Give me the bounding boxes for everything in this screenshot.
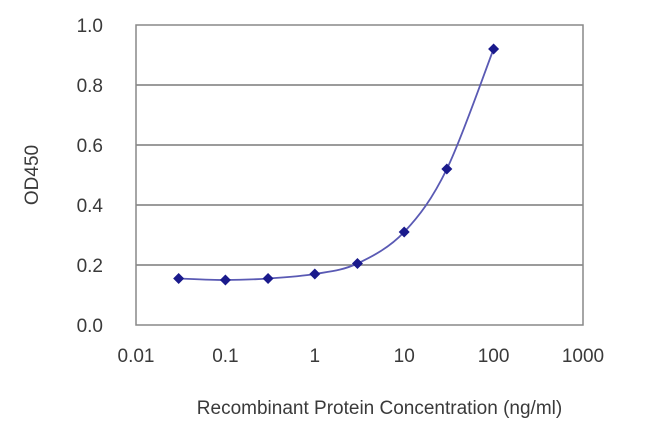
grid-lines [136,84,583,266]
x-axis-ticks: 0.01 0.1 1 10 100 1000 [118,346,605,367]
y-tick-label: 0.8 [77,76,103,97]
y-axis-ticks: 0.0 0.2 0.4 0.6 0.8 1.0 [77,16,104,337]
data-point-4 [351,258,363,269]
data-point-0 [173,273,185,284]
data-point-1 [219,274,231,286]
y-tick-label: 1.0 [77,16,103,37]
x-tick-label: 1000 [562,346,604,367]
x-tick-label: 1 [310,346,321,367]
data-point-2 [262,273,274,284]
series-line-0 [178,48,495,281]
x-axis-title: Recombinant Protein Concentration (ng/ml… [197,398,562,419]
series-layer [173,43,500,286]
data-point-5 [398,226,410,238]
y-tick-label: 0.4 [77,196,104,217]
y-tick-label: 0.6 [77,136,103,157]
y-tick-label: 0.2 [77,256,103,277]
data-point-6 [441,163,453,175]
y-tick-label: 0.0 [77,316,103,337]
x-tick-label: 10 [394,346,415,367]
data-point-7 [488,43,500,55]
x-tick-label: 0.01 [118,346,155,367]
plot-area-frame [135,24,584,326]
y-axis-title: OD450 [22,145,43,205]
x-tick-label: 100 [478,346,510,367]
x-tick-label: 0.1 [212,346,238,367]
data-point-3 [309,268,321,280]
